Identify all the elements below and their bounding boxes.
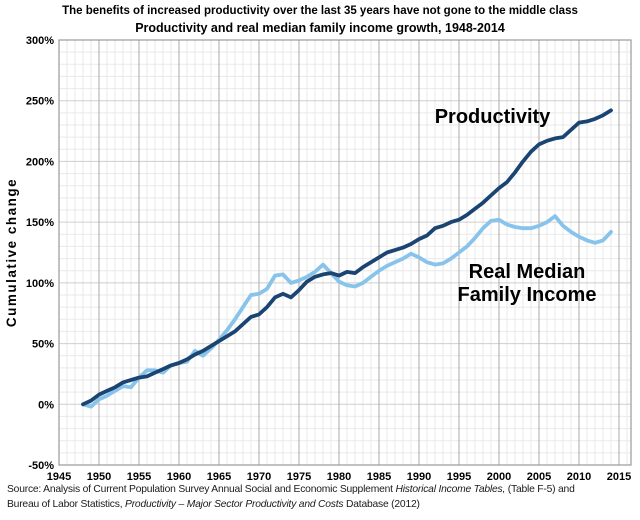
y-axis-tick-label: 200%	[26, 156, 54, 168]
income-series-label-line2: Family Income	[457, 284, 597, 306]
x-axis-tick-label: 1975	[287, 471, 311, 483]
y-axis-tick-label: 250%	[26, 96, 54, 108]
productivity-line	[81, 108, 613, 407]
source-italic-title-1: Historical Income Tables,	[395, 484, 506, 495]
y-axis-title: Cumulative change	[4, 178, 19, 327]
x-axis-tick-label: 1945	[47, 471, 71, 483]
income-series-label: Real Median Family Income	[432, 261, 622, 307]
chart-title: The benefits of increased productivity o…	[62, 5, 578, 17]
source-text-2: (Table F-5) and	[505, 484, 575, 495]
x-axis-tick-label: 1990	[407, 471, 431, 483]
x-axis-tick-label: 2005	[527, 471, 551, 483]
income-series-label-line1: Real Median	[468, 261, 586, 283]
x-axis-tick-label: 1995	[447, 471, 471, 483]
x-axis-tick-label: 1950	[87, 471, 111, 483]
y-axis-tick-label: 50%	[32, 339, 54, 351]
x-axis-tick-label: 1965	[207, 471, 231, 483]
x-axis-tick-label: 2015	[607, 471, 631, 483]
y-axis-tick-label: 150%	[26, 217, 54, 229]
source-text-4: Database (2012)	[343, 498, 420, 510]
plot-frame	[58, 39, 632, 466]
source-italic-title-2: Productivity – Major Sector Productivity…	[125, 498, 344, 510]
y-axis-tick-label: 0%	[38, 399, 54, 411]
y-axis-tick-label: -50%	[28, 460, 54, 472]
x-axis-tick-label: 2000	[487, 471, 511, 483]
x-axis-tick-label: 1955	[127, 471, 151, 483]
x-axis-tick-label: 1970	[247, 471, 271, 483]
productivity-series-label: Productivity	[434, 106, 551, 128]
x-axis-tick-label: 1980	[327, 471, 351, 483]
x-axis-tick-label: 1960	[167, 471, 191, 483]
y-axis-tick-label: 300%	[26, 35, 54, 47]
x-axis-tick-label: 2010	[567, 471, 591, 483]
x-axis-tick-label: 1985	[367, 471, 391, 483]
source-note: Source: Analysis of Current Population S…	[7, 483, 633, 512]
chart-subtitle: Productivity and real median family inco…	[135, 21, 505, 35]
source-text: Source: Analysis of Current Population S…	[7, 484, 396, 495]
y-axis-tick-label: 100%	[26, 278, 54, 290]
source-text-3: Bureau of Labor Statistics,	[7, 498, 126, 510]
